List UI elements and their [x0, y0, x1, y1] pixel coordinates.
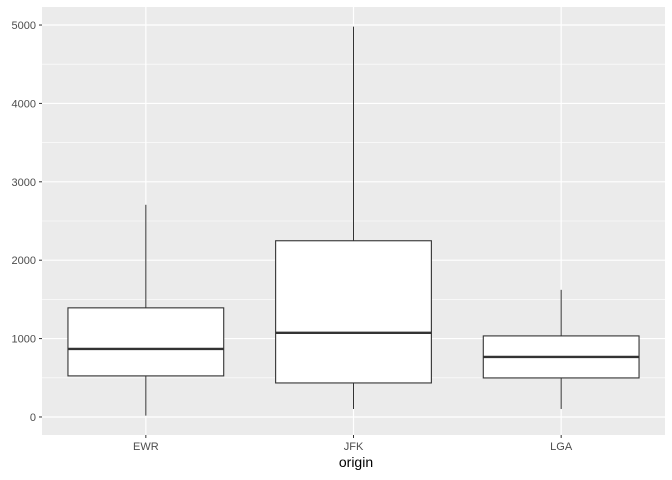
box-JFK — [275, 240, 432, 384]
x-tick-label: JFK — [344, 441, 364, 453]
y-tick-label: 2000 — [12, 255, 36, 267]
y-tick-label: 3000 — [12, 177, 36, 189]
x-tick-label: EWR — [133, 441, 159, 453]
x-axis-title: origin — [339, 454, 373, 470]
x-tick-label: LGA — [550, 441, 573, 453]
y-tick-label: 5000 — [12, 20, 36, 32]
y-tick-label: 4000 — [12, 98, 36, 110]
box-EWR — [67, 307, 225, 377]
y-tick-label: 1000 — [12, 334, 36, 346]
y-tick-label: 0 — [30, 412, 36, 424]
